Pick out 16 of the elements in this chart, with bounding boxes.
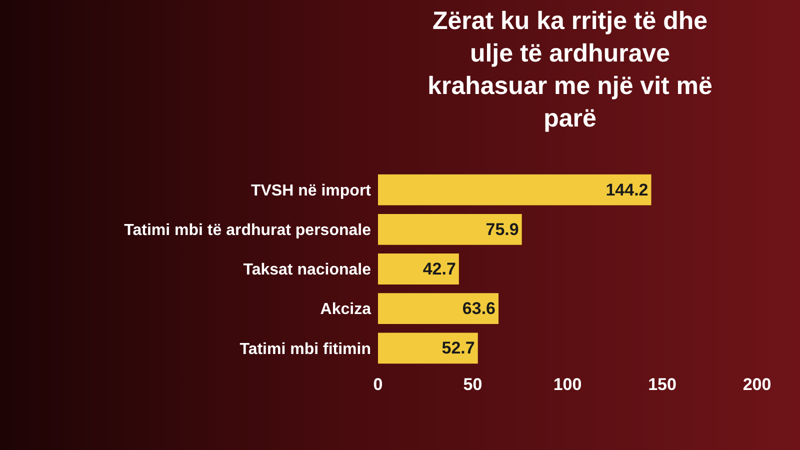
y-tick-label: Taksat nacionale bbox=[243, 262, 372, 279]
y-tick-label: Tatimi mbi të ardhurat personale bbox=[124, 222, 372, 239]
x-tick-label: 150 bbox=[648, 375, 676, 394]
data-label: 144.2 bbox=[606, 180, 648, 200]
data-label: 75.9 bbox=[486, 220, 519, 239]
data-label: 52.7 bbox=[442, 338, 475, 358]
x-tick-label: 100 bbox=[553, 375, 582, 394]
x-tick-label: 200 bbox=[742, 375, 772, 394]
data-label: 63.6 bbox=[462, 299, 496, 318]
y-tick-label: TVSH në import bbox=[250, 182, 372, 200]
y-tick-label: Akciza bbox=[320, 301, 372, 318]
x-tick-label: 50 bbox=[463, 375, 482, 394]
y-tick-label: Tatimi mbi fitimin bbox=[240, 340, 371, 358]
x-tick-label: 0 bbox=[373, 375, 383, 394]
chart-title: Zërat ku ka rritje të dhe ulje të ardhurave krahasuar me një vit më parë bbox=[428, 6, 713, 132]
data-label: 42.7 bbox=[422, 260, 456, 278]
